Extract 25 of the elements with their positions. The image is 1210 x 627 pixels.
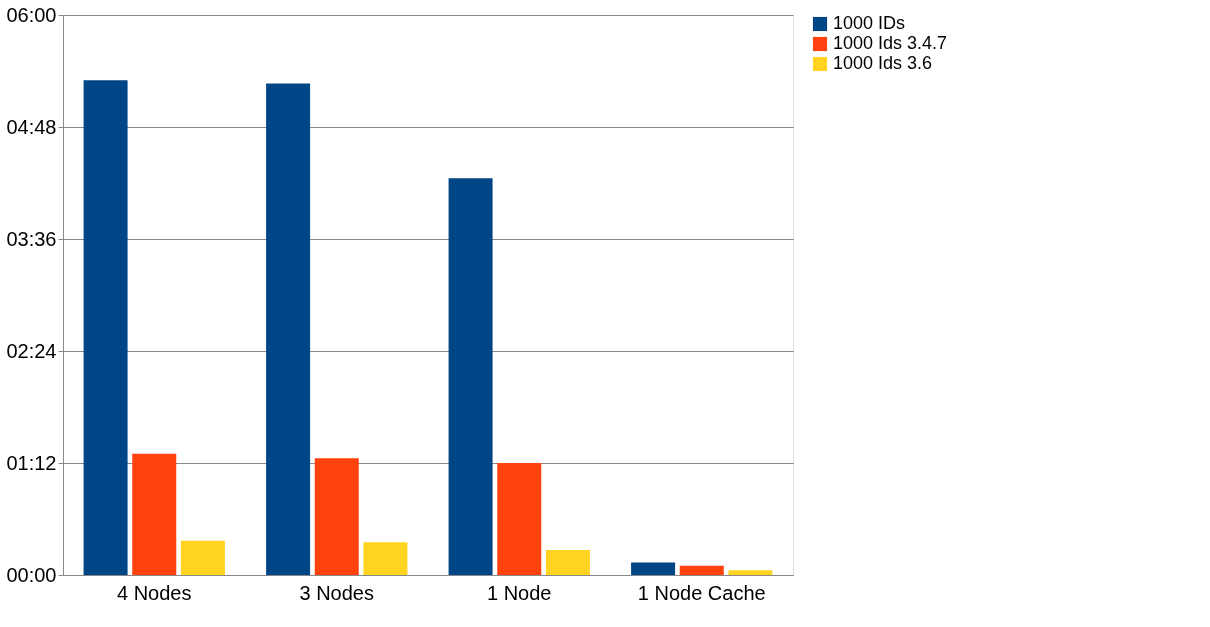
bar [545,550,590,575]
legend-label: 1000 IDs [833,13,906,33]
bar [180,540,225,575]
x-tick-label: 1 Node Cache [637,581,766,604]
bar [363,542,408,575]
x-tick-label: 1 Node [487,581,552,604]
bar [497,463,542,575]
y-tick-label: 03:36 [6,227,57,250]
bar [679,565,724,575]
bar [132,453,177,575]
y-tick-label: 04:48 [6,115,57,138]
bar [728,570,773,575]
x-tick-label: 3 Nodes [299,581,374,604]
y-tick-label: 06:00 [6,3,57,26]
bar [631,562,676,575]
legend-label: 1000 Ids 3.4.7 [833,33,948,53]
bar [314,458,359,575]
y-tick-label: 01:12 [6,451,57,474]
y-tick-label: 02:24 [6,339,57,362]
legend-label: 1000 Ids 3.6 [833,53,933,73]
y-tick-label: 00:00 [6,563,57,586]
x-tick-label: 4 Nodes [117,581,192,604]
bar [266,83,311,575]
bar [83,80,128,575]
bar [448,178,493,575]
